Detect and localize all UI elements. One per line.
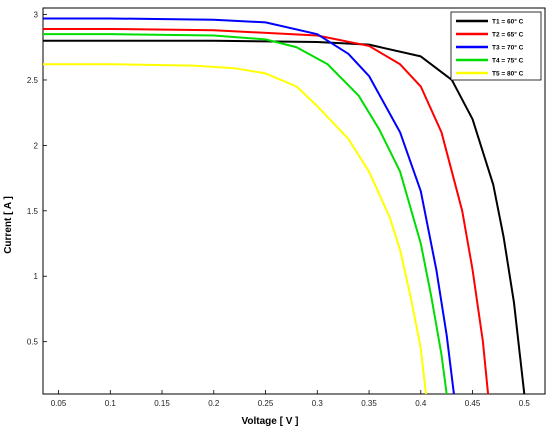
series-line-t5	[43, 63, 427, 395]
y-tick-label: 2.5	[27, 76, 39, 85]
legend-label-t1: T1 = 60° C	[492, 18, 524, 26]
x-tick-label: 0.05	[51, 399, 67, 408]
series-line-t1	[43, 39, 526, 395]
legend-label-t5: T5 = 80° C	[492, 70, 524, 78]
x-axis-title: Voltage [ V ]	[241, 416, 298, 427]
y-tick-label: 0.5	[27, 338, 39, 347]
x-tick-label: 0.1	[105, 399, 117, 408]
y-tick-label: 1	[34, 272, 39, 281]
y-tick-label: 1.5	[27, 207, 39, 216]
x-tick-label: 0.4	[415, 399, 427, 408]
legend-label-t2: T2 = 65° C	[492, 31, 524, 39]
x-tick-label: 0.45	[465, 399, 481, 408]
legend-label-t4: T4 = 75° C	[492, 57, 524, 65]
x-tick-label: 0.3	[312, 399, 324, 408]
series-line-t2	[43, 27, 490, 395]
y-tick-label: 2	[34, 141, 39, 150]
x-tick-label: 0.2	[208, 399, 220, 408]
y-axis-ticks: 0.5 1 1.5 2 2.5 3	[27, 11, 47, 347]
x-axis-ticks: 0.05 0.1 0.15 0.2 0.25 0.3 0.35 0.4 0.45 0.5	[51, 390, 531, 408]
series-line-t3	[43, 17, 455, 395]
x-tick-label: 0.25	[258, 399, 274, 408]
y-axis-title: Current [ A ]	[3, 196, 14, 254]
series-group	[43, 17, 526, 395]
x-tick-label: 0.15	[154, 399, 170, 408]
y-tick-label: 3	[34, 11, 39, 20]
x-tick-label: 0.5	[519, 399, 531, 408]
legend: T1 = 60° C T2 = 65° C T3 = 70° C T4 = 75° C…	[450, 11, 542, 81]
x-tick-label: 0.35	[361, 399, 377, 408]
legend-label-t3: T3 = 70° C	[492, 44, 524, 52]
series-line-t4	[43, 33, 448, 395]
